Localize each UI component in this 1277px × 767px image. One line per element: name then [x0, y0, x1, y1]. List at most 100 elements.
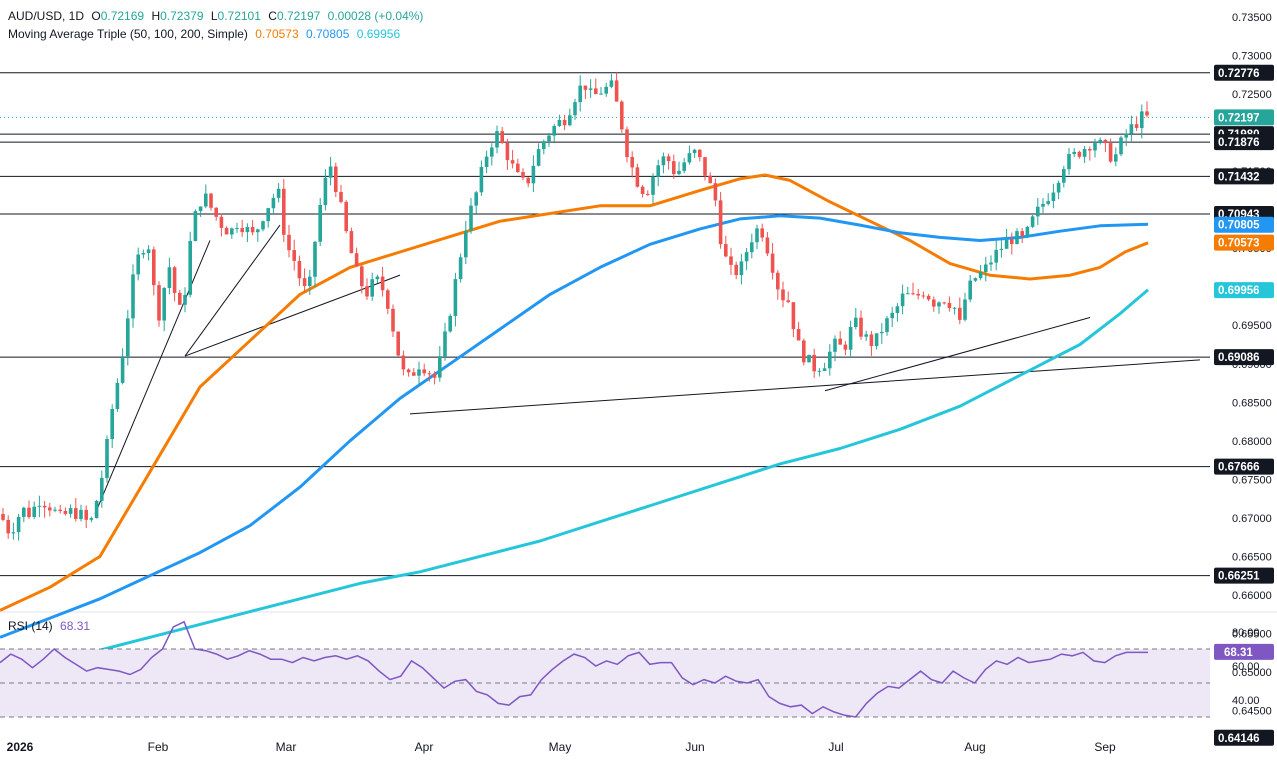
candle-body [79, 509, 83, 519]
candle-body [136, 254, 140, 275]
candle-body [843, 344, 848, 350]
candle-body [822, 368, 827, 371]
candle-body [1046, 201, 1050, 204]
candle-body [755, 228, 759, 243]
candle-body [895, 306, 900, 313]
candle-body [942, 302, 946, 304]
candle-body [84, 509, 88, 520]
candle-body [495, 131, 499, 148]
candle-body [42, 505, 47, 508]
candle-body [781, 289, 785, 301]
price-label-box [1214, 64, 1274, 81]
x-tick-label: Jul [828, 740, 843, 754]
rsi-tick-label: 60.00 [1232, 661, 1260, 673]
rsi-label: RSI (14) [8, 619, 53, 633]
x-tick-label: 2026 [7, 740, 34, 754]
candle-body [183, 294, 187, 305]
candle-body [370, 279, 374, 297]
candle-body [765, 237, 770, 254]
candle-body [994, 249, 998, 263]
candle-body [578, 85, 582, 103]
candle-body [588, 88, 593, 90]
candle-body [500, 131, 504, 143]
candle-body [1025, 226, 1030, 236]
candle-body [661, 156, 666, 166]
candle-body [120, 356, 125, 383]
candle-body [458, 257, 463, 280]
candle-body [568, 115, 572, 126]
price-label-box [1214, 282, 1274, 299]
trendline [184, 224, 281, 357]
candle-body [292, 250, 296, 261]
candle-body [698, 149, 702, 158]
candle-body [256, 229, 260, 233]
candle-body [261, 221, 265, 230]
candle-body [1, 514, 5, 520]
y-tick-label: 0.73000 [1232, 51, 1272, 63]
candle-body [505, 143, 510, 161]
candle-body [1082, 149, 1087, 157]
candle-body [620, 101, 624, 130]
candle-body [869, 334, 874, 346]
y-tick-label: 0.72500 [1232, 89, 1272, 101]
candle-body [838, 338, 842, 345]
candle-body [1140, 111, 1144, 128]
candle-body [708, 175, 712, 184]
candle-body [609, 80, 614, 87]
candle-body [172, 267, 177, 293]
candle-body [100, 477, 104, 501]
candle-body [1004, 239, 1009, 249]
candle-body [812, 354, 816, 372]
candle-body [958, 307, 962, 320]
candle-body [63, 511, 68, 514]
candle-body [744, 252, 749, 262]
candle-body [245, 227, 250, 233]
candle-body [677, 170, 681, 175]
rsi-value: 68.31 [60, 619, 91, 633]
rsi-value-text: 68.31 [1224, 647, 1253, 659]
candle-body [188, 241, 192, 295]
price-label-box [1214, 109, 1274, 126]
candle-body [932, 299, 936, 307]
trendline [184, 274, 401, 357]
candle-body [557, 120, 562, 126]
candle-body [547, 135, 551, 142]
candle-body [599, 93, 603, 95]
candle-body [266, 208, 270, 222]
price-label-box [1214, 216, 1274, 233]
rsi-tick-label: 40.00 [1232, 695, 1260, 707]
price-label-box [1214, 729, 1274, 746]
rsi-value-box [1214, 643, 1274, 660]
y-tick-label: 0.73500 [1232, 12, 1272, 24]
candle-body [646, 193, 650, 195]
candle-body [271, 197, 276, 209]
rsi-header: RSI (14) 68.31 [8, 619, 94, 633]
x-tick-label: Aug [964, 740, 985, 754]
candle-body [318, 205, 322, 242]
candle-body [53, 509, 57, 511]
candle-body [417, 369, 421, 376]
candle-body [713, 183, 718, 201]
candle-body [308, 276, 312, 287]
candle-body [921, 295, 926, 297]
candle-body [152, 249, 156, 286]
open-label: O [91, 9, 101, 23]
candle-body [375, 276, 380, 280]
candle-body [68, 508, 73, 514]
close-value: 0.72197 [276, 9, 321, 23]
rsi-tick-label: 80.00 [1232, 627, 1260, 639]
candle-body [963, 299, 967, 320]
candle-body [729, 256, 733, 265]
candle-body [739, 261, 744, 276]
candle-body [386, 290, 390, 309]
x-tick-label: Jun [685, 740, 704, 754]
price-label-box [1214, 234, 1274, 251]
candle-body [224, 227, 229, 235]
candle-body [193, 211, 198, 241]
ma100-value: 0.70805 [306, 27, 350, 41]
candle-body [74, 508, 78, 519]
candle-body [1103, 139, 1108, 144]
high-label: H [151, 9, 161, 23]
ma100-line [0, 214, 1149, 639]
